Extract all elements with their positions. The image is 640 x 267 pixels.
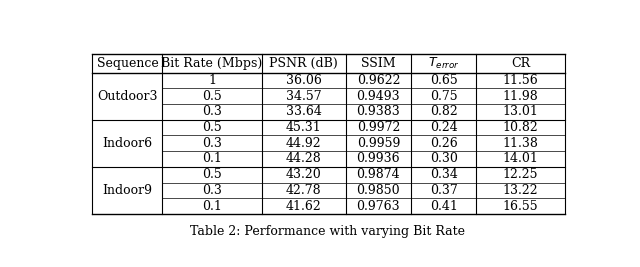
Text: 0.9622: 0.9622 [356,74,400,87]
Text: 0.9763: 0.9763 [356,200,400,213]
Text: 0.5: 0.5 [202,168,222,181]
Text: 0.75: 0.75 [430,90,458,103]
Text: 10.82: 10.82 [503,121,538,134]
Text: 0.65: 0.65 [429,74,458,87]
Text: 0.9493: 0.9493 [356,90,400,103]
Text: 44.92: 44.92 [286,137,321,150]
Text: 11.56: 11.56 [503,74,538,87]
Text: Indoor9: Indoor9 [102,184,152,197]
Text: 44.28: 44.28 [286,152,321,166]
Text: Indoor6: Indoor6 [102,137,152,150]
Text: 41.62: 41.62 [286,200,321,213]
Text: 14.01: 14.01 [502,152,539,166]
Text: 0.9972: 0.9972 [356,121,400,134]
Text: 11.98: 11.98 [503,90,538,103]
Text: 0.30: 0.30 [429,152,458,166]
Text: 0.1: 0.1 [202,200,222,213]
Text: 0.82: 0.82 [429,105,458,118]
Text: 0.5: 0.5 [202,121,222,134]
Text: 33.64: 33.64 [285,105,322,118]
Text: 43.20: 43.20 [286,168,321,181]
Text: 0.41: 0.41 [429,200,458,213]
Text: 13.01: 13.01 [502,105,539,118]
Text: PSNR (dB): PSNR (dB) [269,57,338,70]
Text: SSIM: SSIM [361,57,396,70]
Text: 0.9383: 0.9383 [356,105,400,118]
Text: 36.06: 36.06 [285,74,322,87]
Text: Sequence: Sequence [97,57,158,70]
Text: 42.78: 42.78 [286,184,321,197]
Text: $T_{error}$: $T_{error}$ [428,56,460,71]
Text: 0.9959: 0.9959 [356,137,400,150]
Text: 16.55: 16.55 [503,200,538,213]
Text: Bit Rate (Mbps): Bit Rate (Mbps) [161,57,262,70]
Text: 0.3: 0.3 [202,137,222,150]
Text: 0.9936: 0.9936 [356,152,400,166]
Text: 0.9850: 0.9850 [356,184,400,197]
Text: 13.22: 13.22 [503,184,538,197]
Text: 12.25: 12.25 [503,168,538,181]
Text: 0.1: 0.1 [202,152,222,166]
Text: 0.26: 0.26 [429,137,458,150]
Text: 45.31: 45.31 [286,121,321,134]
Text: 1: 1 [208,74,216,87]
Text: 34.57: 34.57 [286,90,321,103]
Text: Outdoor3: Outdoor3 [97,90,157,103]
Text: 0.3: 0.3 [202,184,222,197]
Text: 0.5: 0.5 [202,90,222,103]
Text: 0.24: 0.24 [429,121,458,134]
Text: 0.3: 0.3 [202,105,222,118]
Text: 0.9874: 0.9874 [356,168,400,181]
Text: CR: CR [511,57,530,70]
Text: 0.37: 0.37 [429,184,458,197]
Text: 11.38: 11.38 [502,137,539,150]
Text: 0.34: 0.34 [429,168,458,181]
Text: Table 2: Performance with varying Bit Rate: Table 2: Performance with varying Bit Ra… [191,225,465,238]
